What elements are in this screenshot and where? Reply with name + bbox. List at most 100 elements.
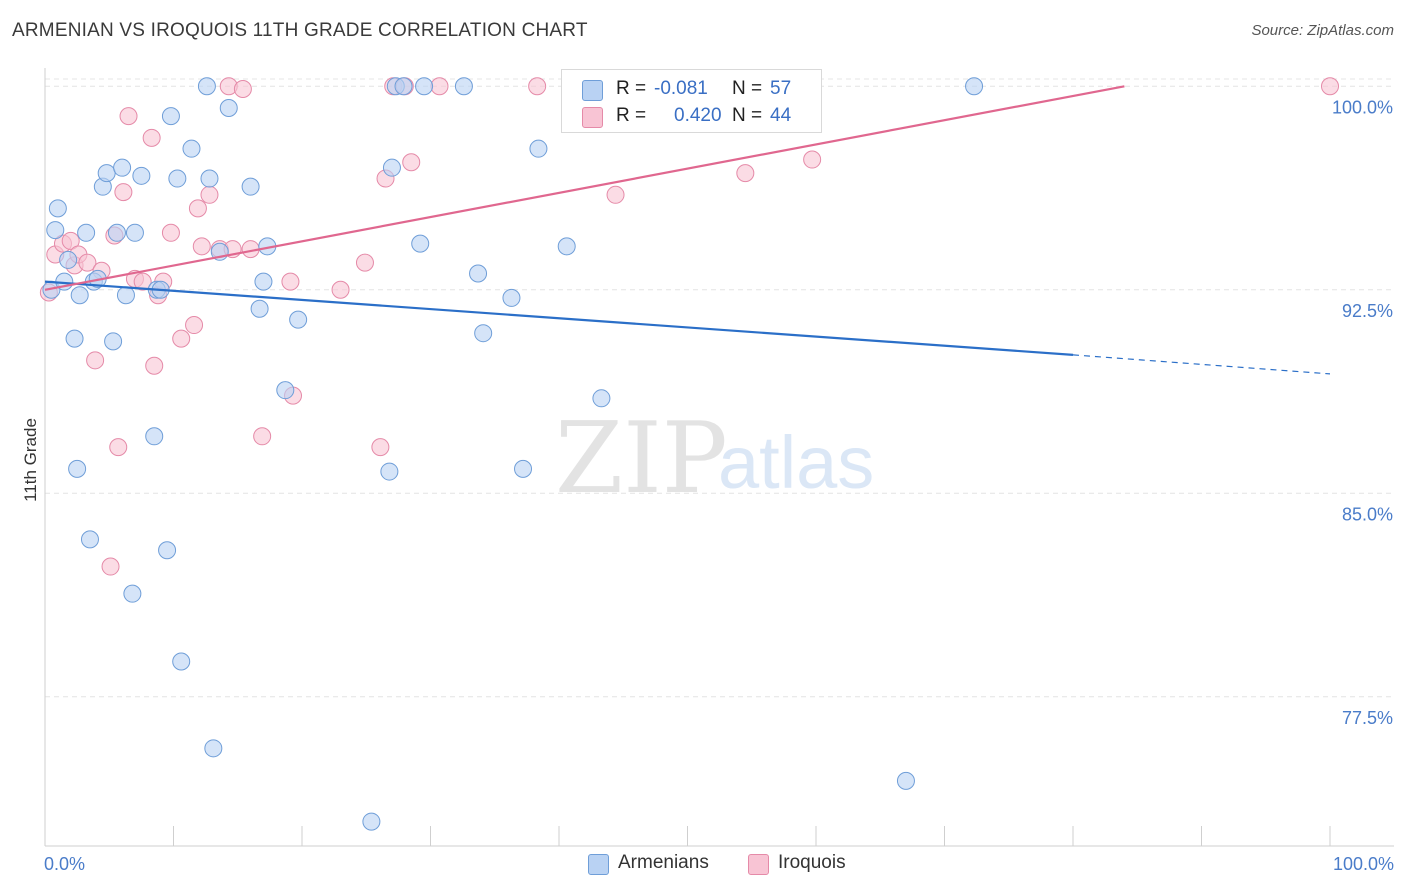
- grid-lines: [44, 78, 1394, 846]
- armenians-point: [250, 299, 269, 318]
- iroquois-point: [253, 427, 272, 446]
- iroquois-point: [736, 164, 755, 183]
- iroquois-point: [606, 185, 625, 204]
- armenians-point: [104, 332, 123, 351]
- y-tick-label: 92.5%: [1342, 301, 1393, 321]
- armenians-point: [289, 310, 308, 329]
- legend-r-label: R =: [616, 78, 647, 99]
- iroquois-swatch-icon: [582, 107, 603, 128]
- armenians-point: [46, 221, 65, 240]
- watermark-atlas: atlas: [718, 421, 874, 504]
- watermark-zip: ZIP: [555, 402, 728, 516]
- iroquois-point: [109, 438, 128, 457]
- armenians-point: [896, 771, 915, 790]
- armenians-point: [502, 288, 521, 307]
- armenians-point: [65, 329, 84, 348]
- armenians-point: [474, 324, 493, 343]
- y-tick-label: 85.0%: [1342, 504, 1393, 524]
- armenians-point: [97, 164, 116, 183]
- armenians-points: [42, 77, 984, 831]
- armenians-trend-extension: [1072, 354, 1331, 375]
- armenians-point: [411, 234, 430, 253]
- armenians-trend-line: [44, 280, 1074, 356]
- armenians-point: [200, 169, 219, 188]
- armenians-point: [77, 223, 96, 242]
- armenians-point: [276, 381, 295, 400]
- armenians-point: [454, 77, 473, 96]
- armenians-point: [168, 169, 187, 188]
- armenians-point: [172, 652, 191, 671]
- y-tick-label: 100.0%: [1332, 97, 1393, 117]
- armenians-swatch-icon: [582, 80, 603, 101]
- legend-iroquois-label: Iroquois: [778, 852, 846, 873]
- armenians-point: [48, 199, 67, 218]
- armenians-point: [107, 223, 126, 242]
- iroquois-point: [1321, 77, 1339, 96]
- iroquois-point: [281, 272, 300, 291]
- armenians-point: [68, 459, 87, 478]
- armenians-legend-icon: [588, 854, 609, 875]
- armenians-point: [145, 427, 164, 446]
- legend-n-label: N =: [732, 78, 763, 99]
- armenians-point: [380, 462, 399, 481]
- armenians-point: [161, 107, 180, 126]
- iroquois-point: [233, 79, 252, 98]
- armenians-point: [592, 389, 611, 408]
- armenians-point: [125, 223, 144, 242]
- iroquois-point: [528, 77, 547, 96]
- stats-legend: R = -0.081 N = 57 R = 0.420 N = 44: [561, 69, 822, 133]
- iroquois-point: [172, 329, 191, 348]
- legend-r-value: -0.081: [654, 78, 708, 99]
- iroquois-point: [142, 128, 161, 147]
- iroquois-point: [185, 316, 204, 335]
- y-tick-labels: 77.5% 85.0% 92.5% 100.0%: [1332, 97, 1393, 727]
- iroquois-point: [86, 351, 105, 370]
- chart-title: ARMENIAN VS IROQUOIS 11TH GRADE CORRELAT…: [12, 20, 588, 41]
- armenians-point: [557, 237, 576, 256]
- legend-armenians-label: Armenians: [618, 852, 709, 873]
- iroquois-point: [161, 223, 180, 242]
- iroquois-point: [192, 237, 211, 256]
- armenians-point: [362, 812, 381, 831]
- iroquois-point: [188, 199, 207, 218]
- x-tick-label-min: 0.0%: [44, 854, 85, 874]
- iroquois-point: [803, 150, 822, 169]
- iroquois-point: [402, 153, 421, 172]
- armenians-point: [514, 459, 533, 478]
- armenians-point: [116, 286, 135, 305]
- iroquois-point: [133, 272, 152, 291]
- armenians-point: [529, 139, 548, 158]
- armenians-point: [70, 286, 89, 305]
- legend-r-label: R =: [616, 105, 647, 126]
- legend-n-value: 57: [770, 78, 792, 99]
- iroquois-point: [101, 557, 120, 576]
- iroquois-point: [430, 77, 449, 96]
- y-tick-label: 77.5%: [1342, 708, 1393, 728]
- iroquois-point: [371, 438, 390, 457]
- iroquois-point: [78, 253, 97, 272]
- armenians-point: [415, 77, 434, 96]
- armenians-point: [394, 77, 413, 96]
- x-tick-label-max: 100.0%: [1333, 854, 1394, 874]
- iroquois-trend-line: [44, 85, 1125, 291]
- armenians-point: [219, 98, 238, 117]
- armenians-point: [965, 77, 984, 96]
- legend-n-value: 44: [770, 105, 792, 126]
- armenians-point: [254, 272, 273, 291]
- trend-lines: [44, 85, 1331, 375]
- iroquois-legend-icon: [748, 854, 769, 875]
- iroquois-point: [355, 253, 374, 272]
- legend-r-value: 0.420: [674, 105, 722, 126]
- armenians-point: [241, 177, 260, 196]
- iroquois-point: [145, 356, 164, 375]
- armenians-point: [158, 541, 177, 560]
- armenians-point: [113, 158, 132, 177]
- source-label: Source: ZipAtlas.com: [1251, 22, 1394, 39]
- iroquois-point: [61, 231, 80, 250]
- legend-n-label: N =: [732, 105, 763, 126]
- armenians-point: [204, 739, 223, 758]
- iroquois-point: [114, 183, 133, 202]
- armenians-point: [132, 166, 151, 185]
- armenians-point: [182, 139, 201, 158]
- armenians-point: [80, 530, 99, 549]
